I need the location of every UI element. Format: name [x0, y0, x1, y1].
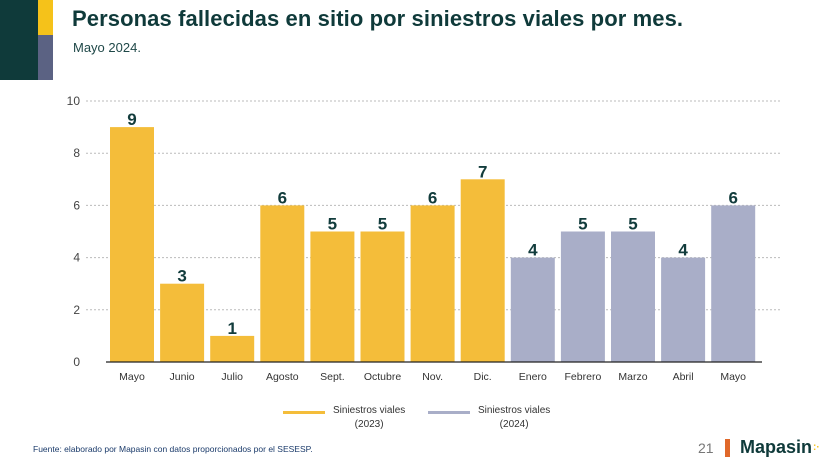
source-note: Fuente: elaborado por Mapasin con datos … — [33, 444, 313, 454]
x-tick-label: Mayo — [119, 371, 145, 383]
x-tick-label: Enero — [519, 371, 547, 383]
data-label: 5 — [378, 215, 387, 234]
legend-item-2023: Siniestros viales (2023) — [283, 404, 405, 432]
bar — [410, 205, 455, 362]
y-tick-label: 2 — [73, 303, 80, 317]
bar — [611, 231, 655, 362]
x-tick-label: Dic. — [474, 371, 492, 383]
page-number: 21 — [698, 440, 714, 456]
x-tick-label: Marzo — [618, 371, 647, 383]
data-label: 7 — [478, 162, 487, 181]
bar — [110, 127, 154, 362]
data-label: 5 — [328, 215, 337, 234]
x-tick-label: Febrero — [565, 371, 602, 383]
data-label: 1 — [227, 319, 236, 338]
data-label: 5 — [628, 215, 637, 234]
data-label: 3 — [177, 267, 186, 286]
bar — [210, 335, 255, 362]
y-tick-label: 0 — [73, 355, 80, 369]
x-tick-label: Abril — [673, 371, 694, 383]
bar — [510, 257, 555, 362]
legend-label-line2: (2023) — [354, 419, 384, 430]
data-label: 6 — [728, 188, 737, 207]
x-tick-label: Octubre — [364, 371, 402, 383]
y-tick-label: 4 — [73, 251, 80, 265]
bar — [160, 283, 205, 362]
bar — [661, 257, 706, 362]
bar-chart: 0 2 4 6 8 10 9 Mayo 3 Junio 1 Julio 6 Agosto 5 Sept. 5 Oc… — [67, 94, 782, 383]
legend-label-line1: Siniestros viales — [333, 405, 406, 416]
x-tick-label: Junio — [170, 371, 195, 383]
y-tick-label: 6 — [73, 198, 80, 212]
data-label: 6 — [278, 188, 287, 207]
y-tick-label: 10 — [67, 94, 81, 108]
chart-subtitle: Mayo 2024. — [73, 40, 141, 55]
data-label: 6 — [428, 188, 437, 207]
x-tick-label: Agosto — [266, 371, 299, 383]
x-tick-label: Sept. — [320, 371, 345, 383]
legend-label-2023: Siniestros viales (2023) — [333, 404, 405, 432]
legend-item-2024: Siniestros viales (2024) — [428, 404, 550, 432]
x-tick-label: Mayo — [720, 371, 746, 383]
legend-swatch-2023 — [283, 411, 325, 414]
decorative-slate-block — [38, 35, 53, 80]
chart-title: Personas fallecidas en sitio por siniest… — [72, 6, 684, 31]
bar — [460, 179, 505, 362]
bar — [711, 205, 756, 362]
x-tick-label: Nov. — [422, 371, 443, 383]
legend-label-line1: Siniestros viales — [478, 405, 551, 416]
data-label: 4 — [528, 241, 538, 260]
x-tick-label: Julio — [221, 371, 243, 383]
legend-label-2024: Siniestros viales (2024) — [478, 404, 550, 432]
decorative-dark-block — [0, 0, 38, 80]
y-tick-label: 8 — [73, 146, 80, 160]
brand-dots-icon: :· — [813, 442, 820, 453]
brand-bar — [725, 439, 730, 457]
decorative-yellow-block — [38, 0, 53, 35]
data-label: 9 — [127, 110, 136, 129]
data-label: 4 — [678, 241, 688, 260]
bar — [560, 231, 605, 362]
legend-swatch-2024 — [428, 411, 470, 414]
legend-label-line2: (2024) — [499, 419, 529, 430]
bar — [310, 231, 355, 362]
bar — [260, 205, 305, 362]
bar — [360, 231, 405, 362]
data-label: 5 — [578, 215, 587, 234]
brand-logo: Mapasin — [740, 437, 813, 457]
